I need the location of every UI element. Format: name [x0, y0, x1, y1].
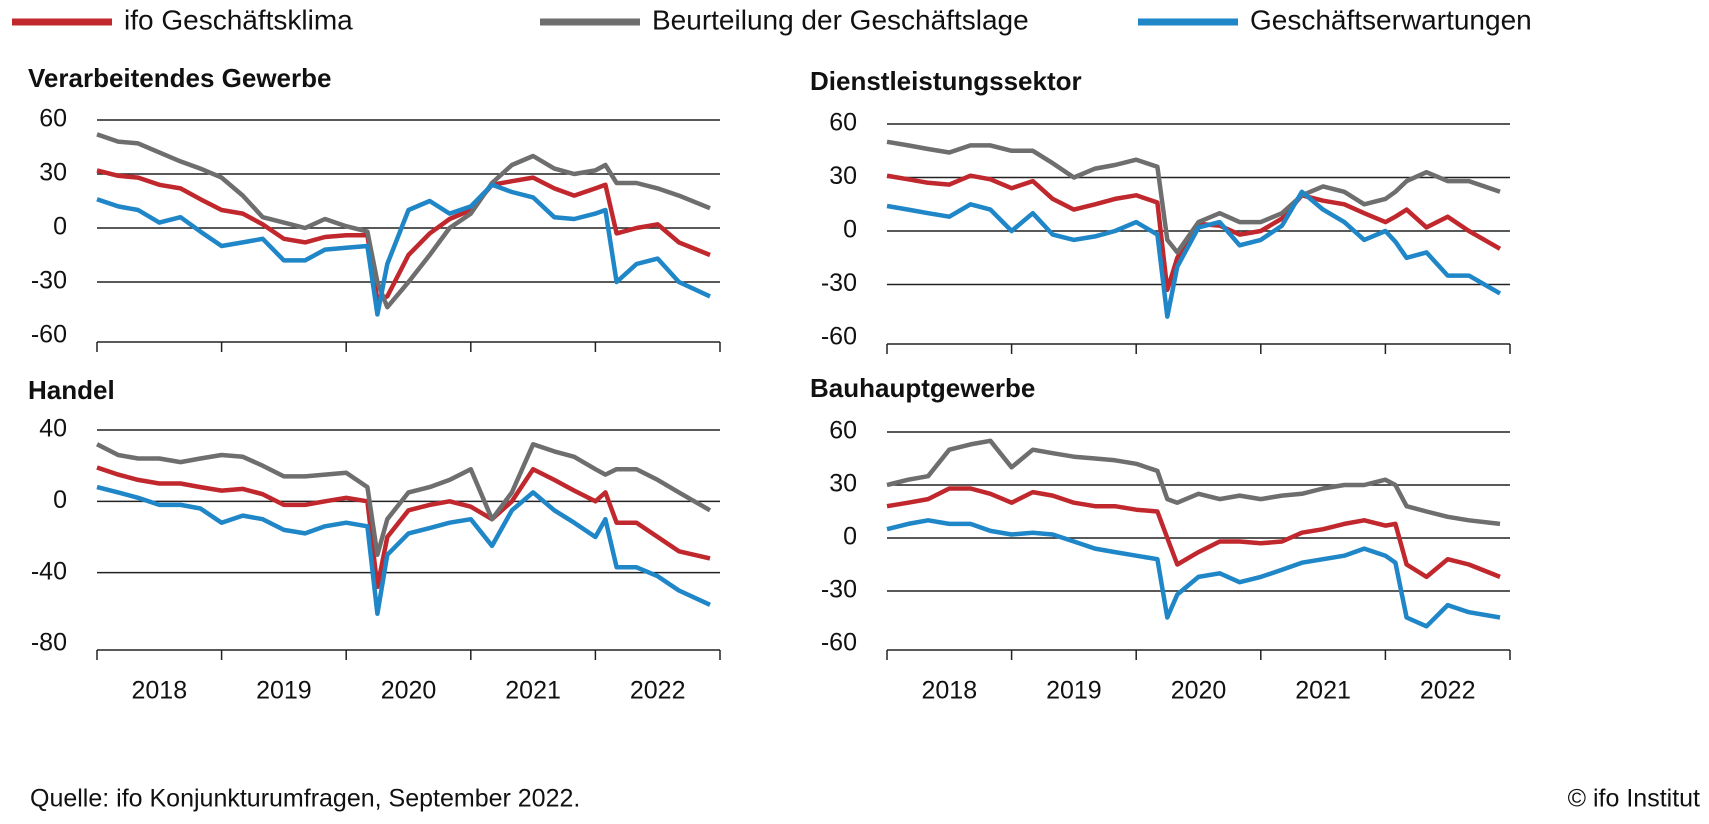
source-note: Quelle: ifo Konjunkturumfragen, Septembe… — [30, 785, 580, 813]
y-tick-label: 60 — [829, 417, 857, 445]
copyright: © ifo Institut — [1568, 785, 1700, 813]
x-tick-label: 2020 — [381, 677, 437, 705]
y-tick-label: -30 — [821, 576, 857, 604]
x-tick-label: 2018 — [131, 677, 187, 705]
y-tick-label: -60 — [31, 321, 67, 349]
y-tick-label: 30 — [829, 470, 857, 498]
y-tick-label: -60 — [821, 323, 857, 351]
y-tick-label: 0 — [843, 523, 857, 551]
panel-title: Handel — [28, 375, 115, 405]
y-tick-label: -40 — [31, 557, 67, 585]
series-line — [886, 518, 1501, 629]
y-tick-label: -30 — [821, 269, 857, 297]
x-tick-label: 2018 — [921, 677, 977, 705]
x-tick-label: 2022 — [630, 677, 686, 705]
series-line — [886, 139, 1501, 255]
series-line — [96, 465, 711, 590]
y-tick-label: 0 — [843, 216, 857, 244]
y-tick-label: 0 — [53, 213, 67, 241]
panel-title: Dienstleistungssektor — [810, 66, 1082, 96]
legend-label: Geschäftserwartungen — [1250, 4, 1532, 35]
x-tick-label: 2020 — [1171, 677, 1227, 705]
x-tick-label: 2019 — [1046, 677, 1102, 705]
x-tick-label: 2021 — [1295, 677, 1351, 705]
series-line — [96, 484, 711, 616]
y-tick-label: 40 — [39, 415, 67, 443]
y-tick-label: 30 — [39, 159, 67, 187]
y-tick-label: -80 — [31, 629, 67, 657]
y-tick-label: 60 — [39, 105, 67, 133]
series-line — [96, 168, 711, 303]
series-line — [886, 438, 1501, 527]
x-tick-label: 2019 — [256, 677, 312, 705]
series-line — [96, 132, 711, 310]
panel-title: Verarbeitendes Gewerbe — [28, 63, 331, 93]
panel-title: Bauhauptgewerbe — [810, 373, 1035, 403]
series-line — [886, 486, 1501, 580]
legend-label: ifo Geschäftsklima — [124, 4, 353, 35]
y-tick-label: 60 — [829, 109, 857, 137]
x-tick-label: 2021 — [505, 677, 561, 705]
series-line — [96, 182, 711, 317]
y-tick-label: 0 — [53, 486, 67, 514]
y-tick-label: -60 — [821, 629, 857, 657]
y-tick-label: -30 — [31, 267, 67, 295]
series-line — [886, 189, 1502, 319]
series-line — [95, 442, 712, 558]
x-tick-label: 2022 — [1420, 677, 1476, 705]
y-tick-label: 30 — [829, 162, 857, 190]
legend-label: Beurteilung der Geschäftslage — [652, 4, 1029, 35]
